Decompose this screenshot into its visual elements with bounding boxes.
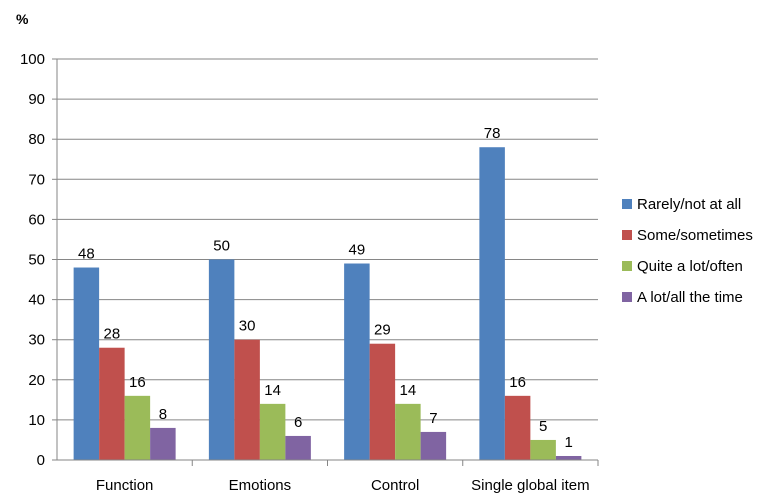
bar (344, 263, 370, 460)
data-label: 5 (539, 418, 547, 435)
legend-label: Quite a lot/often (637, 258, 743, 275)
data-label: 30 (239, 318, 256, 335)
bar (124, 395, 151, 460)
legend-label: Rarely/not at all (637, 196, 741, 213)
data-label: 28 (104, 326, 121, 343)
bar (285, 435, 311, 460)
y-tick-label: 100 (20, 51, 45, 68)
bar (259, 403, 286, 460)
x-category-label: Function (96, 477, 154, 494)
bar (369, 343, 396, 460)
axis-layer: 0 10 20 30 40 50 60 70 80 90 100 (20, 51, 599, 469)
bar (420, 431, 447, 460)
y-tick-label: 40 (28, 292, 45, 309)
x-category-label: Emotions (229, 477, 292, 494)
y-tick-label: 70 (28, 171, 45, 188)
legend-swatch (622, 199, 632, 209)
legend-label: Some/sometimes (637, 227, 753, 244)
bar (395, 403, 421, 460)
data-label: 49 (349, 242, 366, 259)
y-tick-label: 60 (28, 211, 45, 228)
legend-swatch (622, 292, 632, 302)
data-label: 7 (429, 410, 437, 427)
data-label: 29 (374, 322, 391, 339)
x-category-label: Single global item (471, 477, 589, 494)
data-label: 1 (564, 434, 572, 451)
y-tick-label: 90 (28, 91, 45, 108)
data-label: 50 (213, 238, 230, 255)
bar (234, 339, 260, 460)
bar (99, 347, 125, 460)
y-tick-label: 80 (28, 131, 45, 148)
bar (479, 147, 505, 460)
data-label: 16 (129, 374, 146, 391)
data-label: 16 (509, 374, 526, 391)
y-tick-label: 0 (37, 452, 45, 469)
bar (150, 427, 176, 460)
y-axis-unit-label: % (16, 11, 29, 27)
y-tick-label: 30 (28, 332, 45, 349)
data-label: 6 (294, 414, 302, 431)
bar-layer (73, 147, 582, 460)
y-tick-label: 50 (28, 252, 45, 269)
y-tick-label: 10 (28, 412, 45, 429)
bar (73, 267, 100, 460)
legend: Rarely/not at all Some/sometimes Quite a l… (622, 196, 753, 306)
data-label: 14 (400, 382, 417, 399)
bar (530, 439, 556, 460)
x-category-label: Control (371, 477, 419, 494)
y-tick-label: 20 (28, 372, 45, 389)
data-label: 48 (78, 246, 95, 263)
legend-swatch (622, 261, 632, 271)
data-label: 14 (264, 382, 281, 399)
bar (504, 395, 531, 460)
data-label: 8 (159, 406, 167, 423)
label-layer: Function 48 28 16 8 Emotions 50 30 14 6 Control 49 2… (78, 125, 590, 494)
bar (555, 455, 582, 460)
legend-swatch (622, 230, 632, 240)
legend-label: A lot/all the time (637, 289, 743, 306)
grid-layer (57, 58, 598, 421)
bar (208, 259, 235, 460)
data-label: 78 (484, 125, 501, 142)
